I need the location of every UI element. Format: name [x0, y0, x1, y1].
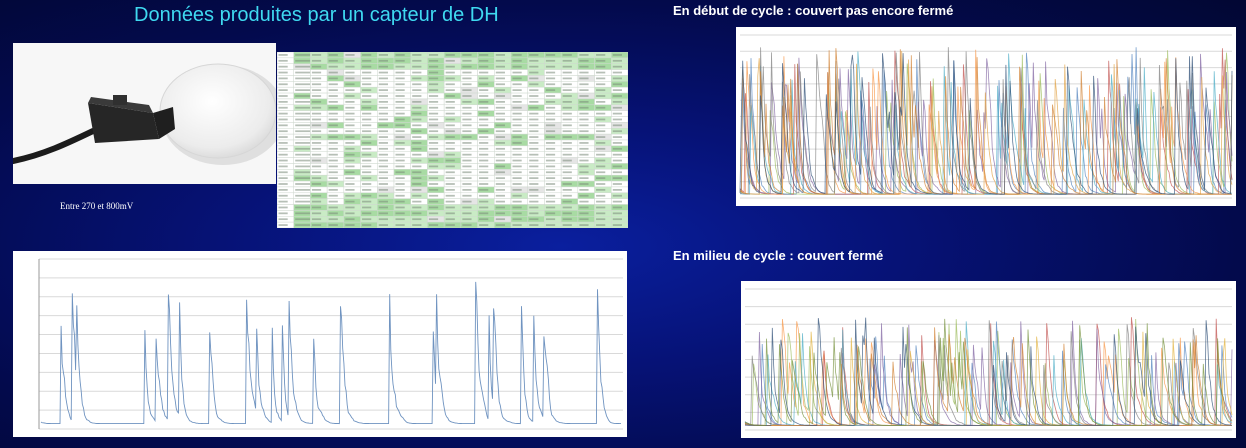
heading-cycle-middle: En milieu de cycle : couvert fermé: [673, 248, 884, 263]
data-spreadsheet: [277, 52, 628, 228]
sensor-photo: [13, 43, 276, 184]
spreadsheet-grid: [277, 52, 628, 228]
sensor-caption: Entre 270 et 800mV: [60, 201, 134, 211]
heading-cycle-start: En début de cycle : couvert pas encore f…: [673, 3, 954, 18]
cycle-middle-chart: [741, 281, 1236, 438]
cycle-start-chart: [736, 27, 1236, 206]
single-sensor-trace: [38, 258, 623, 430]
leaf-wetness-sensor-icon: [13, 43, 276, 184]
single-sensor-chart: [13, 251, 627, 437]
cycle-start-traces: [739, 34, 1233, 199]
slide-title: Données produites par un capteur de DH: [134, 4, 499, 26]
cycle-middle-traces: [744, 288, 1233, 431]
